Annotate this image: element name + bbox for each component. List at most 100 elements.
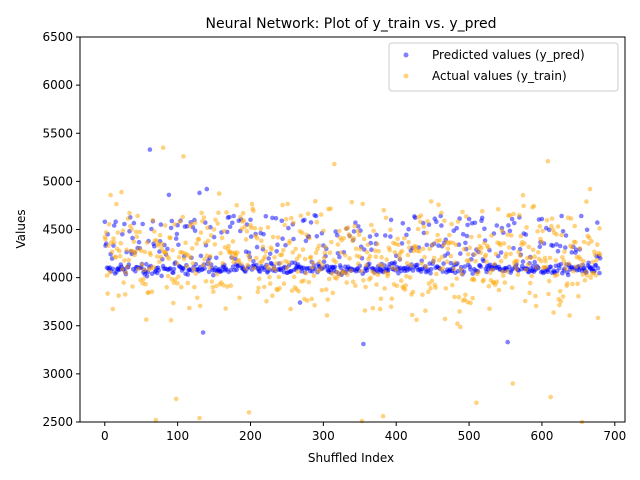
actual-point (554, 232, 559, 237)
y-tick-label: 6000 (42, 78, 73, 92)
actual-point (199, 210, 204, 216)
actual-point (108, 192, 113, 198)
y-tick-label: 4000 (42, 271, 73, 285)
predicted-point (597, 270, 602, 276)
actual-point (510, 381, 516, 386)
actual-point (154, 238, 159, 243)
actual-point (253, 255, 259, 261)
predicted-point (506, 264, 512, 270)
actual-point (224, 210, 229, 215)
actual-point (523, 267, 529, 273)
actual-point (529, 273, 534, 279)
actual-point (378, 296, 384, 302)
actual-point (110, 306, 116, 312)
actual-point (266, 266, 272, 271)
predicted-point (546, 227, 552, 233)
actual-point (490, 267, 495, 273)
actual-point (444, 259, 450, 265)
actual-point (205, 238, 211, 244)
actual-point (532, 254, 537, 259)
actual-point (357, 254, 363, 260)
predicted-point (333, 229, 339, 234)
actual-point (428, 199, 434, 204)
actual-point (297, 253, 302, 259)
actual-point (289, 288, 295, 294)
actual-point (430, 242, 435, 247)
predicted-point (302, 217, 307, 223)
actual-point (216, 191, 222, 196)
predicted-point (174, 231, 180, 237)
actual-point (590, 259, 596, 265)
actual-point (251, 266, 257, 271)
actual-point (436, 202, 441, 208)
actual-point (143, 281, 148, 287)
actual-point (168, 317, 174, 323)
x-tick-label: 700 (603, 429, 626, 443)
predicted-point (291, 236, 296, 242)
actual-point (389, 296, 395, 302)
actual-point (356, 232, 362, 237)
actual-point (527, 290, 532, 296)
actual-point (538, 258, 544, 264)
actual-point (208, 253, 213, 259)
predicted-point (465, 222, 470, 228)
predicted-point (445, 251, 451, 256)
actual-point (338, 250, 344, 255)
actual-point (563, 262, 568, 267)
predicted-point (283, 242, 288, 248)
actual-point (245, 262, 250, 268)
actual-point (555, 224, 561, 229)
actual-point (484, 259, 489, 265)
actual-point (361, 236, 367, 242)
actual-point (180, 214, 185, 220)
actual-point (336, 273, 342, 278)
actual-point (133, 229, 139, 235)
predicted-point (557, 243, 563, 249)
actual-point (305, 211, 311, 216)
actual-point (472, 252, 478, 257)
actual-point (170, 248, 175, 253)
predicted-point (253, 262, 259, 268)
actual-point (356, 261, 361, 267)
actual-point (595, 315, 601, 321)
actual-point (548, 394, 553, 400)
actual-point (483, 252, 489, 258)
actual-point (228, 283, 234, 288)
actual-point (344, 280, 350, 285)
actual-point (164, 285, 169, 290)
actual-point (189, 246, 195, 251)
predicted-point (512, 220, 517, 226)
x-tick-label: 100 (166, 429, 189, 443)
predicted-point (248, 234, 254, 239)
actual-point (126, 257, 132, 263)
predicted-point (230, 220, 235, 226)
actual-point (226, 243, 231, 249)
actual-point (453, 242, 459, 248)
predicted-point (428, 271, 433, 276)
actual-point (196, 236, 202, 242)
actual-point (410, 289, 416, 295)
actual-point (457, 309, 462, 314)
actual-point (501, 273, 506, 278)
predicted-point (509, 216, 515, 222)
actual-point (508, 251, 513, 257)
predicted-point (412, 215, 418, 220)
actual-point (236, 258, 242, 263)
predicted-point (462, 264, 468, 269)
actual-point (531, 203, 537, 209)
actual-point (118, 240, 124, 246)
actual-point (485, 245, 491, 250)
predicted-point (337, 254, 342, 260)
actual-point (240, 210, 246, 216)
predicted-point (479, 215, 485, 221)
actual-point (329, 271, 335, 277)
predicted-point (554, 242, 559, 247)
actual-point (251, 208, 256, 214)
actual-point (149, 289, 155, 295)
actual-point (528, 255, 534, 261)
predicted-point (434, 219, 439, 224)
actual-point (309, 296, 315, 302)
legend-label-predicted: Predicted values (y_pred) (432, 48, 585, 62)
actual-point (298, 213, 304, 219)
actual-point (557, 288, 563, 294)
